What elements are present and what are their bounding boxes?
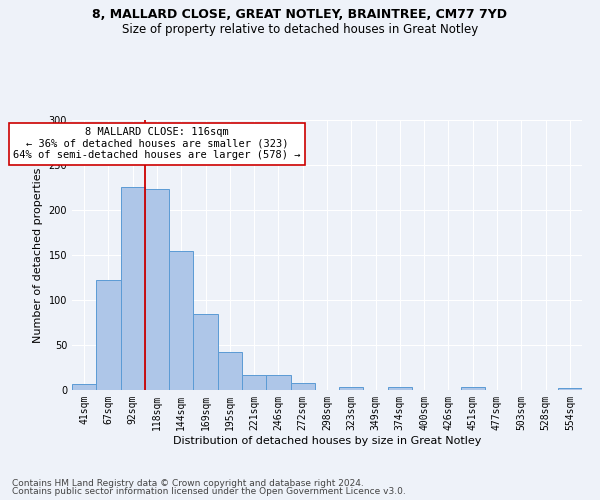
Bar [218, 352, 242, 390]
Bar [339, 388, 364, 390]
Bar [169, 250, 193, 390]
Bar [193, 314, 218, 390]
Bar [558, 388, 582, 390]
Bar [96, 280, 121, 390]
Bar [145, 190, 169, 390]
Bar [72, 384, 96, 390]
Text: Contains public sector information licensed under the Open Government Licence v3: Contains public sector information licen… [12, 487, 406, 496]
Text: 8 MALLARD CLOSE: 116sqm
← 36% of detached houses are smaller (323)
64% of semi-d: 8 MALLARD CLOSE: 116sqm ← 36% of detache… [13, 127, 301, 160]
Text: Size of property relative to detached houses in Great Notley: Size of property relative to detached ho… [122, 22, 478, 36]
Bar [290, 383, 315, 390]
Text: 8, MALLARD CLOSE, GREAT NOTLEY, BRAINTREE, CM77 7YD: 8, MALLARD CLOSE, GREAT NOTLEY, BRAINTRE… [92, 8, 508, 20]
Bar [266, 374, 290, 390]
Bar [388, 388, 412, 390]
Text: Contains HM Land Registry data © Crown copyright and database right 2024.: Contains HM Land Registry data © Crown c… [12, 478, 364, 488]
Y-axis label: Number of detached properties: Number of detached properties [33, 168, 43, 342]
Bar [121, 186, 145, 390]
Bar [461, 388, 485, 390]
X-axis label: Distribution of detached houses by size in Great Notley: Distribution of detached houses by size … [173, 436, 481, 446]
Bar [242, 374, 266, 390]
